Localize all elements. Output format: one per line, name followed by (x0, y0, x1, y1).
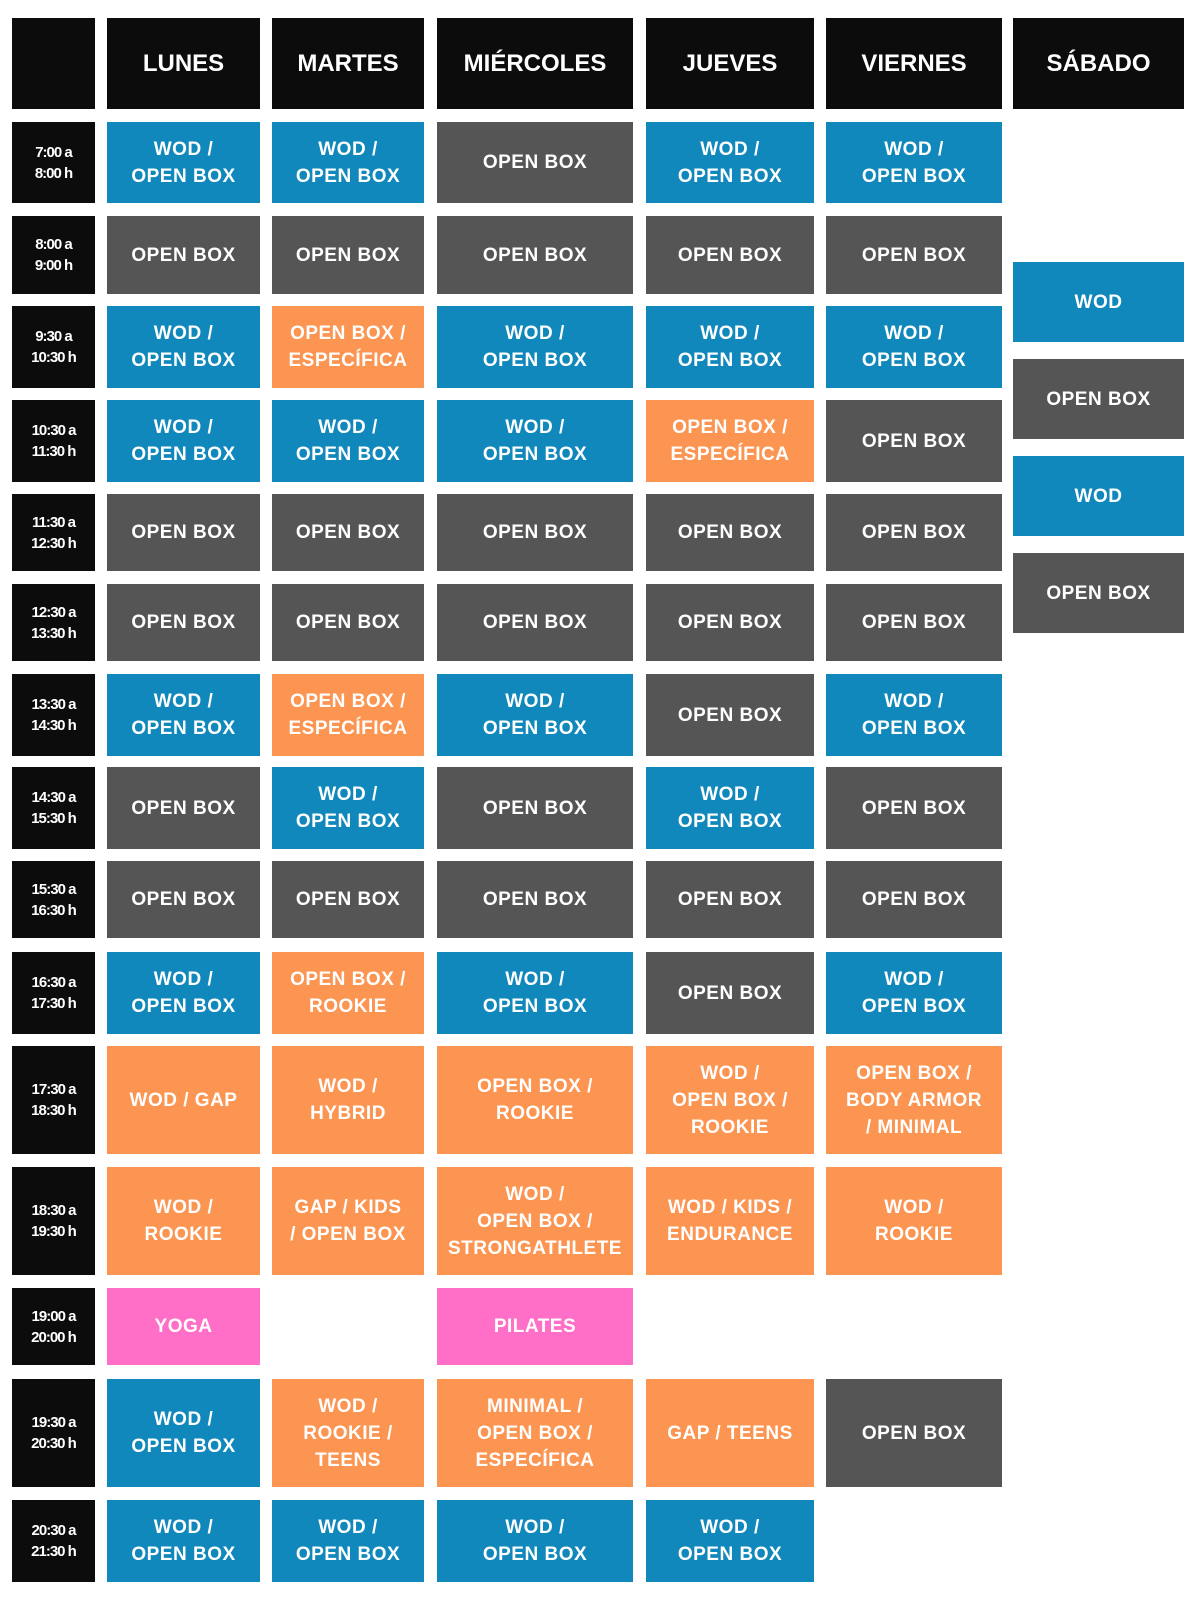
time-slot: 15:30 a 16:30 h (12, 861, 95, 938)
day-header: SÁBADO (1013, 18, 1184, 109)
class-block: WOD / ROOKIE (826, 1167, 1002, 1275)
class-block: OPEN BOX (826, 216, 1002, 294)
time-slot: 12:30 a 13:30 h (12, 584, 95, 661)
saturday-class-block: OPEN BOX (1013, 359, 1184, 439)
day-header: LUNES (107, 18, 260, 109)
class-block: OPEN BOX / ESPECÍFICA (646, 400, 814, 482)
class-block: OPEN BOX (646, 216, 814, 294)
class-block: GAP / KIDS / OPEN BOX (272, 1167, 424, 1275)
day-header: MARTES (272, 18, 424, 109)
class-block: OPEN BOX (437, 584, 633, 661)
class-block: WOD / KIDS / ENDURANCE (646, 1167, 814, 1275)
class-block: WOD / OPEN BOX (107, 674, 260, 756)
time-slot: 13:30 a 14:30 h (12, 674, 95, 756)
time-slot: 20:30 a 21:30 h (12, 1500, 95, 1582)
class-block: OPEN BOX (646, 584, 814, 661)
class-block: OPEN BOX (826, 861, 1002, 938)
class-block: OPEN BOX / ESPECÍFICA (272, 674, 424, 756)
class-block: WOD / GAP (107, 1046, 260, 1154)
class-block: OPEN BOX (826, 767, 1002, 849)
class-block: OPEN BOX (107, 494, 260, 571)
class-block: WOD / OPEN BOX (646, 306, 814, 388)
class-block: OPEN BOX (646, 952, 814, 1034)
class-block: WOD / OPEN BOX (826, 306, 1002, 388)
class-block: WOD / OPEN BOX (107, 1379, 260, 1487)
class-block: WOD / OPEN BOX (826, 122, 1002, 203)
class-block: OPEN BOX / ESPECÍFICA (272, 306, 424, 388)
time-slot: 16:30 a 17:30 h (12, 952, 95, 1034)
class-block: WOD / OPEN BOX (646, 1500, 814, 1582)
class-block: OPEN BOX / BODY ARMOR / MINIMAL (826, 1046, 1002, 1154)
class-block: GAP / TEENS (646, 1379, 814, 1487)
class-block: WOD / OPEN BOX (437, 1500, 633, 1582)
class-block: WOD / OPEN BOX (826, 952, 1002, 1034)
class-block: WOD / OPEN BOX (646, 767, 814, 849)
class-block: OPEN BOX (826, 400, 1002, 482)
time-slot: 10:30 a 11:30 h (12, 400, 95, 482)
class-block: WOD / OPEN BOX (107, 400, 260, 482)
class-block: OPEN BOX (107, 861, 260, 938)
class-block: OPEN BOX (437, 861, 633, 938)
class-block: OPEN BOX (437, 494, 633, 571)
class-block: WOD / OPEN BOX (107, 952, 260, 1034)
time-slot: 19:00 a 20:00 h (12, 1288, 95, 1365)
time-slot: 19:30 a 20:30 h (12, 1379, 95, 1487)
class-block: WOD / OPEN BOX (437, 952, 633, 1034)
class-block: WOD / OPEN BOX (107, 122, 260, 203)
class-block: WOD / OPEN BOX / STRONGATHLETE (437, 1167, 633, 1275)
class-block: OPEN BOX (272, 494, 424, 571)
class-block: WOD / ROOKIE / TEENS (272, 1379, 424, 1487)
class-block: WOD / OPEN BOX (437, 400, 633, 482)
class-block: OPEN BOX (646, 494, 814, 571)
class-block: WOD / OPEN BOX / ROOKIE (646, 1046, 814, 1154)
class-block: WOD / OPEN BOX (272, 767, 424, 849)
time-slot: 7:00 a 8:00 h (12, 122, 95, 203)
class-block: WOD / HYBRID (272, 1046, 424, 1154)
class-block: OPEN BOX (437, 122, 633, 203)
class-block: WOD / ROOKIE (107, 1167, 260, 1275)
class-block: PILATES (437, 1288, 633, 1365)
time-slot: 9:30 a 10:30 h (12, 306, 95, 388)
class-block: OPEN BOX (272, 216, 424, 294)
class-block: OPEN BOX (107, 216, 260, 294)
class-block: OPEN BOX (826, 584, 1002, 661)
time-slot: 18:30 a 19:30 h (12, 1167, 95, 1275)
class-block: YOGA (107, 1288, 260, 1365)
time-slot: 11:30 a 12:30 h (12, 494, 95, 571)
class-block: OPEN BOX (437, 216, 633, 294)
day-header: MIÉRCOLES (437, 18, 633, 109)
class-block: OPEN BOX (826, 494, 1002, 571)
saturday-class-block: WOD (1013, 262, 1184, 342)
class-block: WOD / OPEN BOX (107, 306, 260, 388)
saturday-class-block: OPEN BOX (1013, 553, 1184, 633)
class-block: OPEN BOX / ROOKIE (272, 952, 424, 1034)
class-block: WOD / OPEN BOX (826, 674, 1002, 756)
header-corner (12, 18, 95, 109)
class-block: MINIMAL / OPEN BOX / ESPECÍFICA (437, 1379, 633, 1487)
class-block: WOD / OPEN BOX (437, 674, 633, 756)
class-block: OPEN BOX (646, 674, 814, 756)
class-block: WOD / OPEN BOX (272, 400, 424, 482)
class-block: WOD / OPEN BOX (272, 1500, 424, 1582)
class-block: WOD / OPEN BOX (646, 122, 814, 203)
time-slot: 8:00 a 9:00 h (12, 216, 95, 294)
class-block: WOD / OPEN BOX (272, 122, 424, 203)
saturday-class-block: WOD (1013, 456, 1184, 536)
class-block: WOD / OPEN BOX (437, 306, 633, 388)
class-block: OPEN BOX (272, 584, 424, 661)
class-block: OPEN BOX (437, 767, 633, 849)
class-block: OPEN BOX (107, 767, 260, 849)
class-block: OPEN BOX / ROOKIE (437, 1046, 633, 1154)
class-block: OPEN BOX (272, 861, 424, 938)
class-block: OPEN BOX (646, 861, 814, 938)
class-block: OPEN BOX (107, 584, 260, 661)
day-header: VIERNES (826, 18, 1002, 109)
time-slot: 14:30 a 15:30 h (12, 767, 95, 849)
class-block: WOD / OPEN BOX (107, 1500, 260, 1582)
time-slot: 17:30 a 18:30 h (12, 1046, 95, 1154)
class-block: OPEN BOX (826, 1379, 1002, 1487)
day-header: JUEVES (646, 18, 814, 109)
